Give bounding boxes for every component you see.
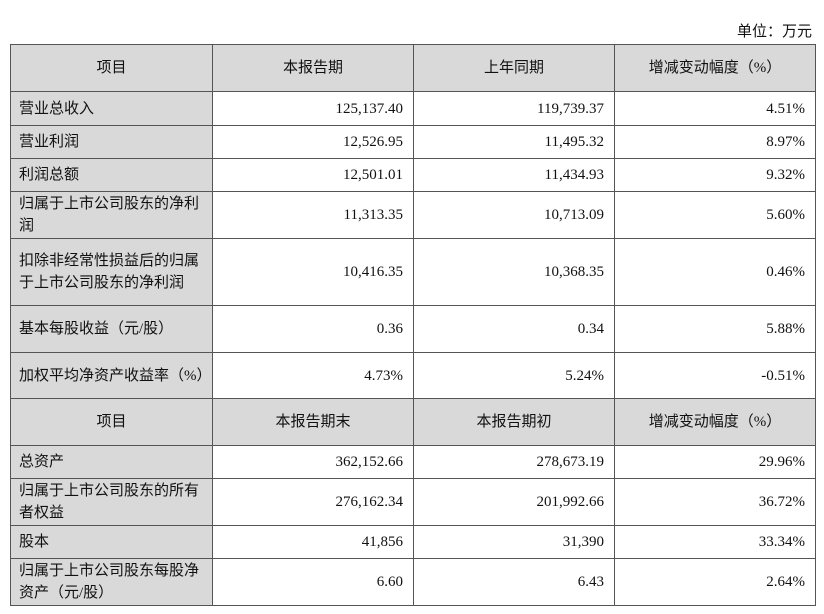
cell-change: 4.51% — [614, 91, 816, 126]
unit-label: 单位：万元 — [736, 24, 812, 40]
row-label: 营业总收入 — [10, 91, 213, 126]
cell-previous: 201,992.66 — [413, 478, 615, 526]
cell-previous: 10,368.35 — [413, 238, 615, 306]
column-header: 增减变动幅度（%） — [614, 398, 816, 446]
cell-change: 5.60% — [614, 191, 816, 239]
row-label: 营业利润 — [10, 125, 213, 159]
cell-current: 11,313.35 — [212, 191, 414, 239]
cell-change: 5.88% — [614, 305, 816, 353]
table-row: 营业利润 12,526.95 11,495.32 8.97% — [10, 125, 816, 159]
cell-current: 12,501.01 — [212, 158, 414, 192]
table-row: 归属于上市公司股东的所有者权益 276,162.34 201,992.66 36.72… — [10, 478, 816, 526]
cell-current: 6.60 — [212, 558, 414, 606]
cell-current: 4.73% — [212, 352, 414, 399]
row-label: 总资产 — [10, 445, 213, 479]
cell-change: 29.96% — [614, 445, 816, 479]
cell-change: 9.32% — [614, 158, 816, 192]
row-label: 股本 — [10, 525, 213, 559]
cell-change: -0.51% — [614, 352, 816, 399]
cell-current: 10,416.35 — [212, 238, 414, 306]
section2-header-row: 项目 本报告期末 本报告期初 增减变动幅度（%） — [10, 398, 816, 446]
table-row: 加权平均净资产收益率（%） 4.73% 5.24% -0.51% — [10, 352, 816, 399]
cell-previous: 6.43 — [413, 558, 615, 606]
cell-change: 2.64% — [614, 558, 816, 606]
section1-header-row: 项目 本报告期 上年同期 增减变动幅度（%） — [10, 44, 816, 92]
cell-change: 0.46% — [614, 238, 816, 306]
cell-previous: 31,390 — [413, 525, 615, 559]
column-header: 项目 — [10, 398, 213, 446]
row-label: 基本每股收益（元/股） — [10, 305, 213, 353]
column-header: 本报告期末 — [212, 398, 414, 446]
cell-current: 276,162.34 — [212, 478, 414, 526]
row-label: 扣除非经常性损益后的归属于上市公司股东的净利润 — [10, 238, 213, 306]
cell-current: 125,137.40 — [212, 91, 414, 126]
table-row: 归属于上市公司股东的净利润 11,313.35 10,713.09 5.60% — [10, 191, 816, 239]
cell-change: 8.97% — [614, 125, 816, 159]
financial-summary-table: 项目 本报告期 上年同期 增减变动幅度（%） 营业总收入 125,137.40 119,73… — [10, 44, 816, 606]
cell-current: 0.36 — [212, 305, 414, 353]
table-row: 基本每股收益（元/股） 0.36 0.34 5.88% — [10, 305, 816, 353]
table-row: 股本 41,856 31,390 33.34% — [10, 525, 816, 559]
cell-current: 362,152.66 — [212, 445, 414, 479]
cell-previous: 119,739.37 — [413, 91, 615, 126]
cell-previous: 278,673.19 — [413, 445, 615, 479]
table-row: 归属于上市公司股东每股净资产（元/股） 6.60 6.43 2.64% — [10, 558, 816, 606]
row-label: 归属于上市公司股东的净利润 — [10, 191, 213, 239]
cell-change: 36.72% — [614, 478, 816, 526]
row-label: 利润总额 — [10, 158, 213, 192]
cell-previous: 10,713.09 — [413, 191, 615, 239]
column-header: 项目 — [10, 44, 213, 92]
cell-previous: 0.34 — [413, 305, 615, 353]
cell-current: 12,526.95 — [212, 125, 414, 159]
cell-previous: 5.24% — [413, 352, 615, 399]
column-header: 增减变动幅度（%） — [614, 44, 816, 92]
row-label: 归属于上市公司股东每股净资产（元/股） — [10, 558, 213, 606]
table-row: 利润总额 12,501.01 11,434.93 9.32% — [10, 158, 816, 192]
row-label: 加权平均净资产收益率（%） — [10, 352, 213, 399]
row-label: 归属于上市公司股东的所有者权益 — [10, 478, 213, 526]
column-header: 本报告期 — [212, 44, 414, 92]
cell-current: 41,856 — [212, 525, 414, 559]
table-row: 扣除非经常性损益后的归属于上市公司股东的净利润 10,416.35 10,368.3… — [10, 238, 816, 306]
cell-previous: 11,495.32 — [413, 125, 615, 159]
cell-previous: 11,434.93 — [413, 158, 615, 192]
column-header: 上年同期 — [413, 44, 615, 92]
cell-change: 33.34% — [614, 525, 816, 559]
table-row: 总资产 362,152.66 278,673.19 29.96% — [10, 445, 816, 479]
table-row: 营业总收入 125,137.40 119,739.37 4.51% — [10, 91, 816, 126]
column-header: 本报告期初 — [413, 398, 615, 446]
